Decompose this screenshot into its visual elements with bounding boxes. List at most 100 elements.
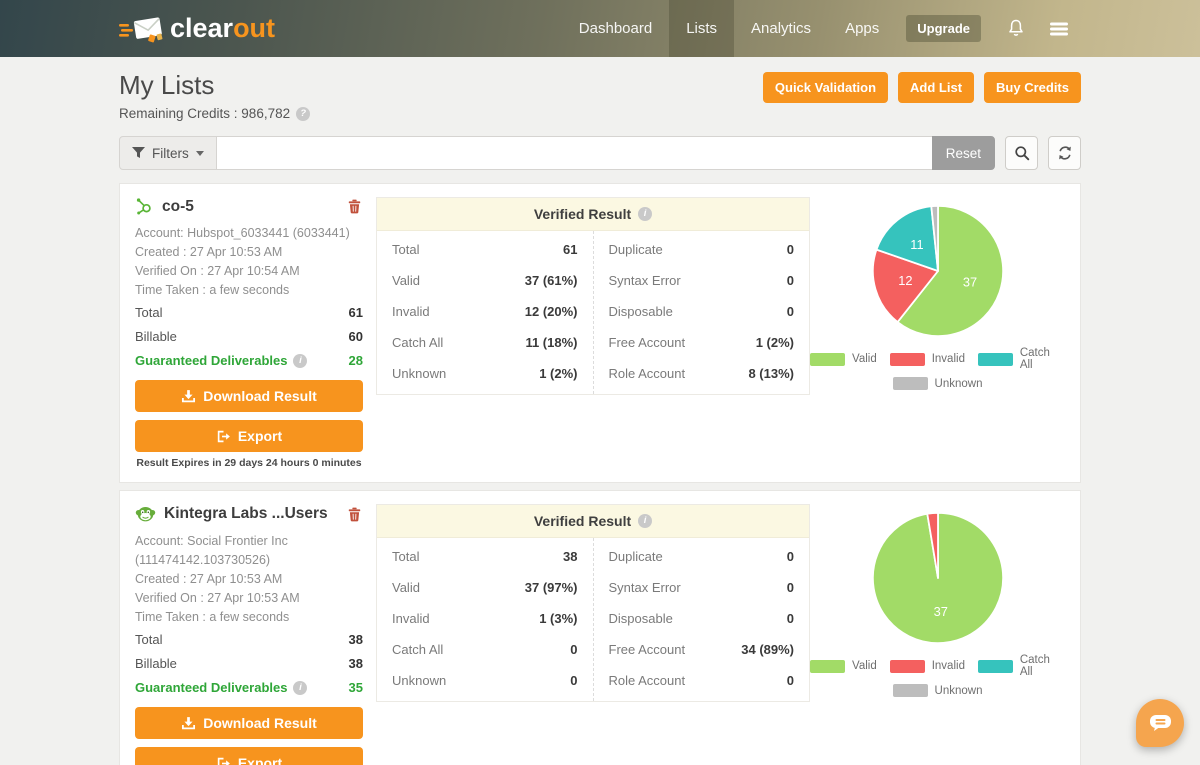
guaranteed-deliverables-stat: Guaranteed Deliverables i 35 [135,680,363,695]
table-row: Free Account 34 (89%) [608,642,795,657]
table-row: Role Account 0 [608,673,795,688]
time-taken-meta: Time Taken : a few seconds [135,283,290,297]
table-row: Disposable 0 [608,611,795,626]
list-title: Kintegra Labs ...Users [164,505,328,522]
export-button[interactable]: Export [135,747,363,765]
export-icon [216,429,231,444]
verified-result-header: Verified Result i [377,505,809,538]
legend-catch-all: Catch All [977,654,1065,678]
pie-chart: 37 [871,511,1004,644]
main-content: My Lists Remaining Credits : 986,782 ? Q… [119,70,1081,765]
refresh-button[interactable] [1048,136,1081,170]
svg-text:37: 37 [962,275,976,290]
verified-result-info-icon[interactable]: i [638,514,653,528]
nav-apps[interactable]: Apps [845,20,880,37]
remaining-credits: Remaining Credits : 986,782 ? [119,106,311,121]
chevron-down-icon [195,151,204,156]
svg-text:12: 12 [898,273,912,288]
page-title: My Lists [119,70,215,100]
search-button[interactable] [1005,136,1038,170]
list-card-co-5: co-5 Account: Hubspot_6033441 (603344 [119,183,1081,483]
envelope-logo-icon [119,13,165,45]
total-stat: Total 61 [135,305,363,320]
legend-unknown: Unknown [892,684,982,697]
page-head: My Lists Remaining Credits : 986,782 ? Q… [119,70,1081,121]
table-row: Unknown 1 (2%) [392,366,578,381]
list-card-kintegra: Kintegra Labs ...Users Account: Socia [119,490,1081,765]
search-icon [1014,145,1030,161]
pie-legend: Valid Invalid Catch All Unknown [810,654,1065,697]
app-header: clearout Dashboard Lists Analytics Apps … [0,0,1200,57]
table-row: Duplicate 0 [608,242,795,257]
verified-result-table: Verified Result i Total 38 Valid 37 (97%) … [376,504,810,702]
nav-analytics[interactable]: Analytics [751,20,812,37]
time-taken-meta: Time Taken : a few seconds [135,610,290,624]
table-row: Syntax Error 0 [608,273,795,288]
main-nav: Dashboard Lists Analytics Apps Upgrade [562,0,1081,57]
legend-invalid: Invalid [889,347,965,371]
created-meta: Created : 27 Apr 10:53 AM [135,572,283,586]
filter-funnel-icon [132,147,145,159]
delete-list-button[interactable] [346,505,363,524]
verified-result-info-icon[interactable]: i [638,207,653,221]
trash-icon [348,507,361,522]
nav-dashboard[interactable]: Dashboard [578,20,653,37]
result-pie-chart: 37 12 11 Valid Invalid Catch All Unknown [810,197,1065,469]
filter-bar: Filters Reset [119,136,1081,170]
add-list-button[interactable]: Add List [898,72,975,103]
table-row: Catch All 11 (18%) [392,335,578,350]
refresh-icon [1057,145,1073,161]
guaranteed-deliverables-stat: Guaranteed Deliverables i 28 [135,353,363,368]
guaranteed-info-icon[interactable]: i [293,353,308,368]
result-expiry-text: Result Expires in 29 days 24 hours 0 min… [136,457,362,469]
export-button[interactable]: Export [135,420,363,452]
legend-valid: Valid [810,347,877,371]
filters-dropdown[interactable]: Filters [119,136,217,170]
quick-validation-button[interactable]: Quick Validation [762,72,889,103]
mailchimp-icon [135,504,156,524]
table-row: Invalid 1 (3%) [392,611,578,626]
upgrade-button[interactable]: Upgrade [906,15,981,42]
account-meta: Account: Social Frontier Inc (111474142.… [135,534,288,567]
download-result-button[interactable]: Download Result [135,380,363,412]
nav-lists[interactable]: Lists [669,0,735,57]
table-row: Syntax Error 0 [608,580,795,595]
pie-legend: Valid Invalid Catch All Unknown [810,347,1065,390]
table-row: Invalid 12 (20%) [392,304,578,319]
account-meta: Account: Hubspot_6033441 (6033441) [135,226,350,240]
table-row: Free Account 1 (2%) [608,335,795,350]
table-row: Total 61 [392,242,578,257]
table-row: Duplicate 0 [608,549,795,564]
legend-invalid: Invalid [889,654,965,678]
pie-chart: 37 12 11 [871,204,1004,337]
credits-info-icon[interactable]: ? [296,106,311,121]
created-meta: Created : 27 Apr 10:53 AM [135,245,283,259]
download-icon [181,716,196,731]
chat-widget-button[interactable] [1136,699,1184,747]
search-input[interactable] [216,136,932,170]
table-row: Total 38 [392,549,578,564]
chat-bubble-icon [1149,714,1172,732]
buy-credits-button[interactable]: Buy Credits [984,72,1081,103]
delete-list-button[interactable] [346,197,363,216]
export-icon [216,756,231,765]
logo-text: clearout [170,13,276,43]
table-row: Valid 37 (61%) [392,273,578,288]
download-result-button[interactable]: Download Result [135,707,363,739]
table-row: Valid 37 (97%) [392,580,578,595]
billable-stat: Billable 38 [135,656,363,671]
guaranteed-info-icon[interactable]: i [293,680,308,695]
verified-result-header: Verified Result i [377,198,809,231]
table-row: Disposable 0 [608,304,795,319]
legend-catch-all: Catch All [977,347,1065,371]
result-pie-chart: 37 Valid Invalid Catch All Unknown [810,504,1065,765]
download-icon [181,389,196,404]
total-stat: Total 38 [135,632,363,647]
clearout-logo[interactable]: clearout [119,13,275,45]
list-title: co-5 [162,197,194,215]
bell-icon[interactable] [1007,19,1025,38]
menu-icon[interactable] [1049,21,1069,37]
legend-unknown: Unknown [892,377,982,390]
reset-button[interactable]: Reset [931,136,995,170]
verified-result-table: Verified Result i Total 61 Valid 37 (61%) … [376,197,810,395]
